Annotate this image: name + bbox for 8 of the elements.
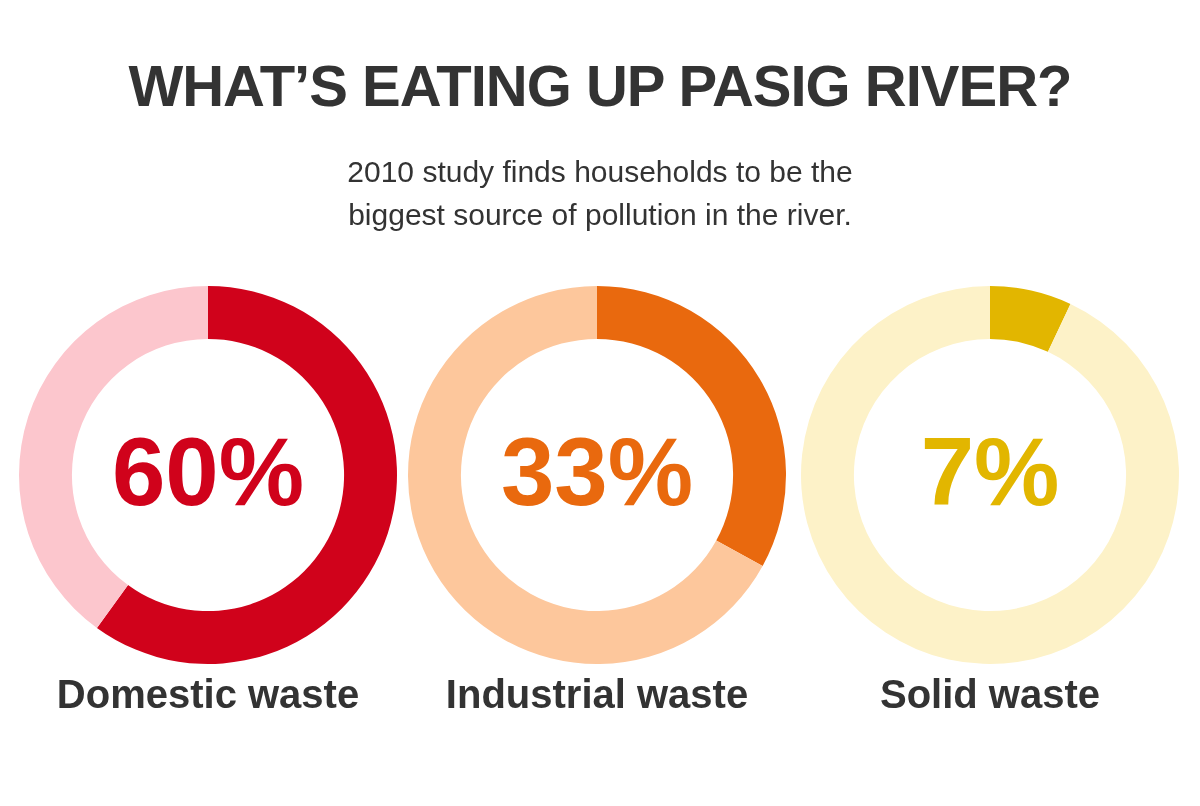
text: 2010 study finds households to be the biggest source of pollution in the river.: [346, 154, 854, 233]
text: Solid waste: [878, 672, 1102, 717]
text: Domestic waste: [55, 672, 361, 717]
data-label: 33%: [500, 418, 694, 526]
data-label: 7%: [920, 418, 1060, 526]
text: WHAT’S EATING UP PASIG RIVER?: [127, 52, 1073, 119]
data-label: 60%: [111, 418, 305, 526]
text: Industrial waste: [444, 672, 750, 717]
